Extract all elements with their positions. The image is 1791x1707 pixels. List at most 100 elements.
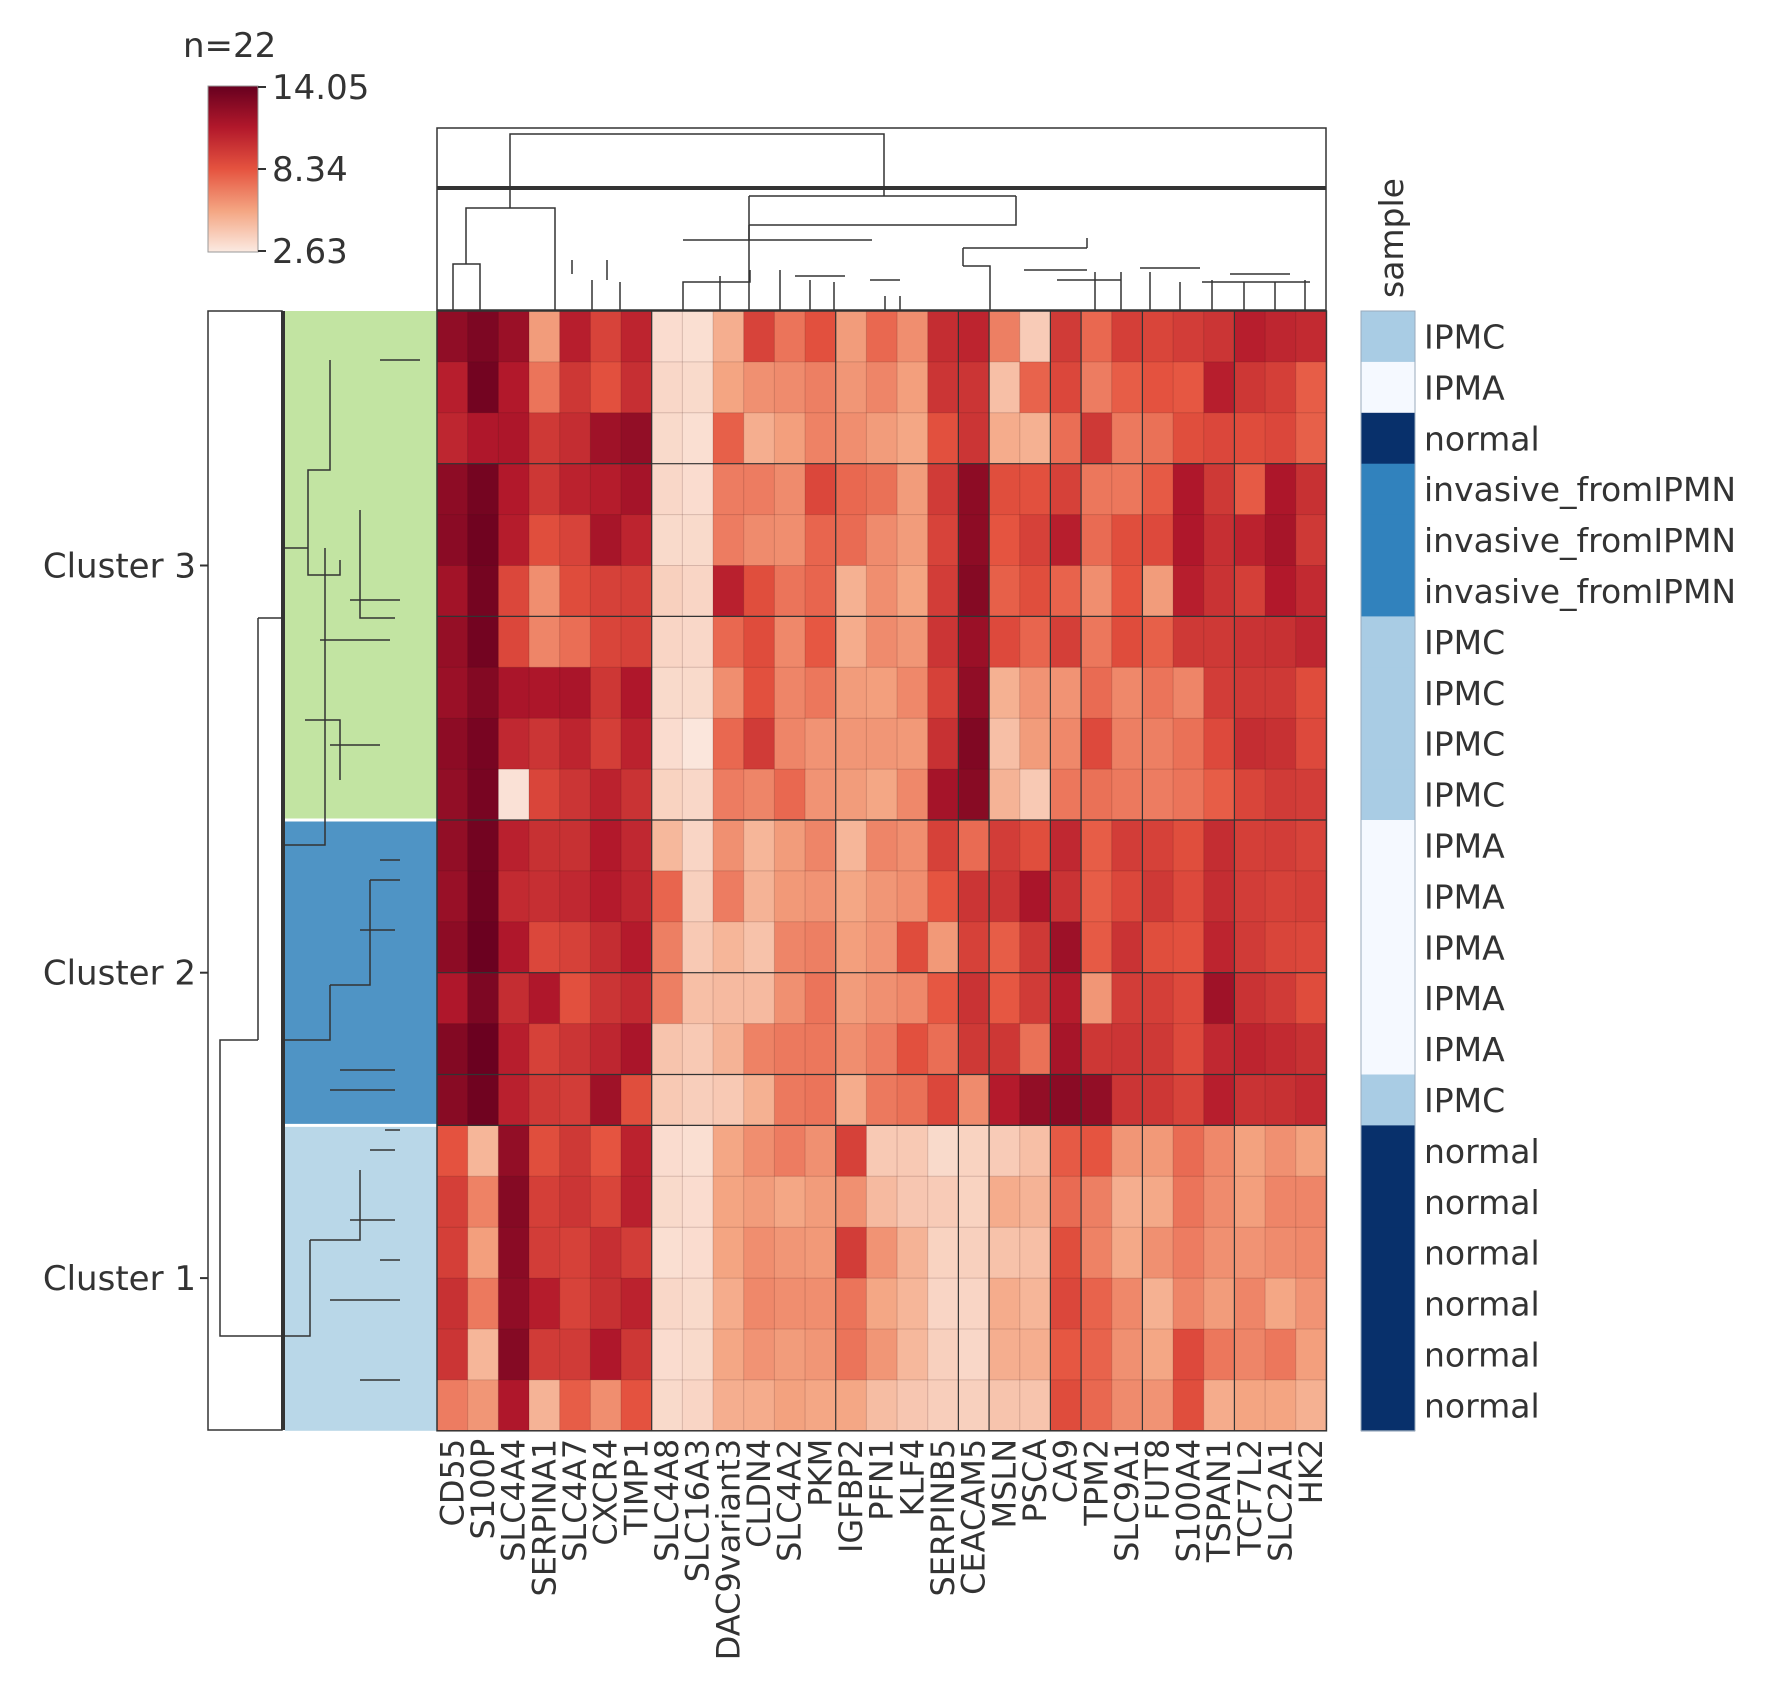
heatmap-cell <box>621 311 653 363</box>
heatmap-cell <box>1203 412 1236 465</box>
heatmap-cell <box>621 1176 653 1228</box>
heatmap-cell <box>805 870 837 923</box>
heatmap-cell <box>1111 361 1144 414</box>
heatmap-cell <box>1081 769 1113 821</box>
heatmap-cell <box>1050 1125 1082 1177</box>
heatmap-cell <box>805 820 837 872</box>
sample-swatch <box>1361 361 1415 414</box>
heatmap-cell <box>498 311 530 363</box>
heatmap-cell <box>1295 311 1328 363</box>
heatmap-cell <box>1265 921 1297 974</box>
heatmap-cell <box>1295 1227 1328 1279</box>
heatmap-cell <box>713 1278 745 1330</box>
heatmap-cell <box>866 1023 898 1076</box>
heatmap-cell <box>1173 1176 1205 1228</box>
gene-label: SERPINB5 <box>924 1439 962 1597</box>
heatmap-cell <box>989 769 1021 821</box>
heatmap-cell <box>621 565 653 617</box>
heatmap-cell <box>1111 1278 1144 1330</box>
heatmap-cell <box>1265 1329 1297 1381</box>
heatmap-cell <box>651 1125 683 1177</box>
heatmap-cell <box>590 1023 622 1076</box>
heatmap-cell <box>1203 514 1236 567</box>
heatmap-cell <box>1265 667 1297 719</box>
heatmap-cell <box>927 1125 959 1177</box>
heatmap-cell <box>529 1278 561 1330</box>
heatmap-cell <box>1081 1023 1113 1076</box>
heatmap-cell <box>1111 616 1144 668</box>
heatmap-cell <box>774 412 806 465</box>
heatmap-cell <box>713 667 745 719</box>
heatmap-cell <box>835 514 867 567</box>
heatmap-cell <box>958 769 990 821</box>
heatmap-cell <box>559 1176 591 1228</box>
heatmap-cell <box>989 870 1021 923</box>
heatmap-cell <box>1111 1379 1144 1432</box>
sample-swatch <box>1361 1227 1415 1279</box>
heatmap-cell <box>682 870 714 923</box>
heatmap-cell <box>1203 616 1236 668</box>
heatmap-cell <box>1234 514 1266 567</box>
heatmap-cell <box>1234 921 1266 974</box>
heatmap-cell <box>437 514 469 567</box>
heatmap-cell <box>1203 463 1236 516</box>
heatmap-cell <box>437 921 469 974</box>
sample-label: invasive_fromIPMN <box>1424 572 1736 611</box>
sample-swatch <box>1361 667 1415 719</box>
heatmap-cell <box>927 1074 959 1126</box>
heatmap-cell <box>467 870 499 923</box>
sample-label: IPMA <box>1424 368 1505 407</box>
heatmap-cell <box>927 463 959 516</box>
heatmap-cell <box>1111 1074 1144 1126</box>
heatmap-cell <box>1295 718 1328 770</box>
heatmap-cell <box>1203 1329 1236 1381</box>
heatmap-cell <box>927 870 959 923</box>
heatmap-cell <box>590 972 622 1025</box>
heatmap-cell <box>467 412 499 465</box>
heatmap-cell <box>651 463 683 516</box>
heatmap-cell <box>498 870 530 923</box>
heatmap-cell <box>774 514 806 567</box>
heatmap-cell <box>1295 565 1328 617</box>
heatmap-cell <box>498 1379 530 1432</box>
heatmap-cell <box>621 412 653 465</box>
heatmap-cell <box>927 616 959 668</box>
heatmap-cell <box>437 972 469 1025</box>
heatmap-cell <box>682 616 714 668</box>
heatmap-cell <box>651 361 683 414</box>
heatmap-cell <box>498 463 530 516</box>
heatmap-cell <box>1081 412 1113 465</box>
sample-label: normal <box>1424 1183 1540 1222</box>
heatmap-cell <box>1142 565 1174 617</box>
heatmap-cell <box>1142 667 1174 719</box>
heatmap-cell <box>1203 769 1236 821</box>
heatmap-cell <box>1081 361 1113 414</box>
sample-label: IPMC <box>1424 725 1505 764</box>
heatmap-cell <box>1234 565 1266 617</box>
heatmap-cell <box>958 616 990 668</box>
heatmap-cell <box>1265 820 1297 872</box>
colorbar-max-label: 14.05 <box>272 68 369 108</box>
heatmap-cell <box>467 565 499 617</box>
sample-label: IPMA <box>1424 979 1505 1018</box>
heatmap-cell <box>713 1329 745 1381</box>
heatmap-cell <box>1234 1379 1266 1432</box>
heatmap-cell <box>743 921 775 974</box>
sample-swatch <box>1361 820 1415 872</box>
heatmap-cell <box>529 1329 561 1381</box>
heatmap-cell <box>529 769 561 821</box>
heatmap-cell <box>1019 769 1051 821</box>
heatmap-cell <box>559 1074 591 1126</box>
heatmap-cell <box>498 667 530 719</box>
sample-label: IPMC <box>1424 776 1505 815</box>
heatmap-cell <box>529 870 561 923</box>
heatmap-cell <box>1234 870 1266 923</box>
gene-label: PKM <box>801 1439 839 1507</box>
sample-label: IPMA <box>1424 928 1505 967</box>
heatmap-cell <box>682 1278 714 1330</box>
heatmap-cell <box>1111 870 1144 923</box>
heatmap-cell <box>498 1125 530 1177</box>
sample-swatch <box>1361 1074 1415 1126</box>
heatmap-cell <box>1203 870 1236 923</box>
heatmap-cell <box>1295 769 1328 821</box>
